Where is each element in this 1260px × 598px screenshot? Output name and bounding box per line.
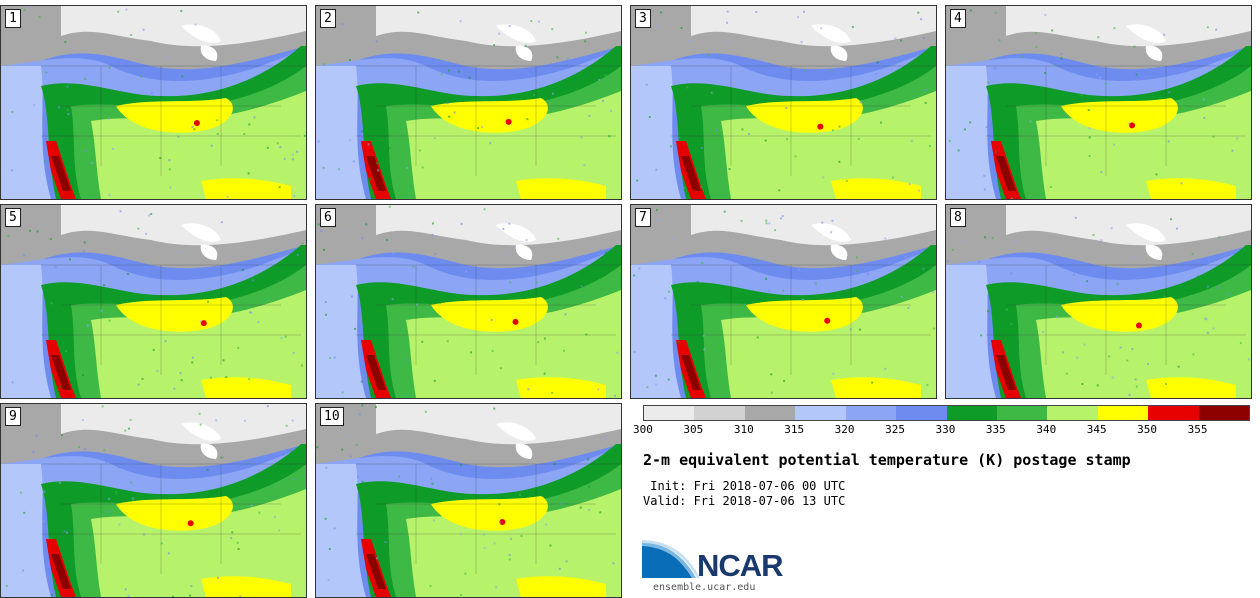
colorbar-segment — [997, 406, 1047, 420]
map-field — [1, 6, 306, 199]
colorbar-tick-labels: 300 305 310 315 320 325 330 335 340 345 350 355 — [632, 423, 1260, 437]
panel-label: 5 — [5, 208, 21, 227]
panel-label: 6 — [320, 208, 336, 227]
stamp-panel-9: 9 — [0, 403, 307, 598]
colorbar-tick: 345 — [1087, 423, 1107, 436]
map-field — [316, 404, 621, 597]
colorbar-tick: 350 — [1137, 423, 1157, 436]
colorbar-segment — [694, 406, 744, 420]
stamp-panel-10: 10 — [315, 403, 622, 598]
map-field — [946, 6, 1251, 199]
colorbar-segment — [644, 406, 694, 420]
colorbar-tick: 335 — [986, 423, 1006, 436]
colorbar-segment — [795, 406, 845, 420]
colorbar-tick: 355 — [1188, 423, 1208, 436]
map-field — [316, 6, 621, 199]
colorbar-tick: 325 — [885, 423, 905, 436]
stamp-panel-7: 7 — [630, 204, 937, 399]
panel-label: 8 — [950, 208, 966, 227]
colorbar-segment — [1098, 406, 1148, 420]
colorbar-segment — [1148, 406, 1198, 420]
map-field — [631, 6, 936, 199]
stamp-panel-1: 1 — [0, 5, 307, 200]
colorbar-tick: 300 — [633, 423, 653, 436]
colorbar-tick: 315 — [784, 423, 804, 436]
colorbar-tick: 320 — [835, 423, 855, 436]
panel-label: 10 — [320, 407, 344, 426]
colorbar-segment — [1199, 406, 1249, 420]
panel-label: 9 — [5, 407, 21, 426]
site-url: ensemble.ucar.edu — [653, 582, 755, 593]
init-time: Init: Fri 2018-07-06 00 UTC — [643, 479, 845, 493]
colorbar — [643, 405, 1250, 421]
colorbar-segment — [947, 406, 997, 420]
stamp-panel-3: 3 — [630, 5, 937, 200]
stamp-panel-8: 8 — [945, 204, 1252, 399]
map-field — [946, 205, 1251, 398]
map-field — [316, 205, 621, 398]
panel-label: 2 — [320, 9, 336, 28]
colorbar-tick: 310 — [734, 423, 754, 436]
panel-label: 4 — [950, 9, 966, 28]
valid-time: Valid: Fri 2018-07-06 13 UTC — [643, 494, 845, 508]
colorbar-segment — [745, 406, 795, 420]
colorbar-tick: 340 — [1036, 423, 1056, 436]
ncar-logo-text: NCAR — [697, 548, 783, 584]
stamp-panel-2: 2 — [315, 5, 622, 200]
map-field — [1, 404, 306, 597]
panel-label: 7 — [635, 208, 651, 227]
colorbar-tick: 330 — [936, 423, 956, 436]
colorbar-tick: 305 — [683, 423, 703, 436]
map-field — [1, 205, 306, 398]
stamp-panel-6: 6 — [315, 204, 622, 399]
colorbar-segment — [846, 406, 896, 420]
colorbar-segment — [1047, 406, 1097, 420]
panel-label: 1 — [5, 9, 21, 28]
colorbar-segment — [896, 406, 946, 420]
stamp-panel-5: 5 — [0, 204, 307, 399]
map-field — [631, 205, 936, 398]
stamp-panel-4: 4 — [945, 5, 1252, 200]
figure-title: 2-m equivalent potential temperature (K)… — [643, 451, 1131, 469]
panel-label: 3 — [635, 9, 651, 28]
